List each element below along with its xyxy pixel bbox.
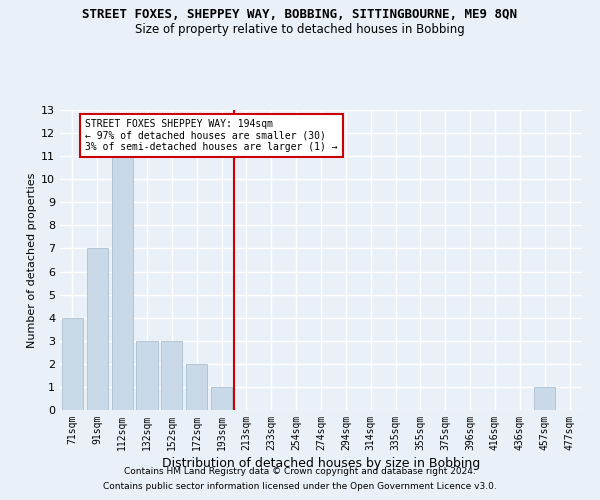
Bar — [136, 341, 158, 410]
Bar — [534, 387, 555, 410]
Y-axis label: Number of detached properties: Number of detached properties — [27, 172, 37, 348]
Bar — [211, 387, 232, 410]
Bar — [161, 341, 182, 410]
Bar — [87, 248, 108, 410]
Text: Size of property relative to detached houses in Bobbing: Size of property relative to detached ho… — [135, 22, 465, 36]
Bar — [62, 318, 83, 410]
Bar — [186, 364, 207, 410]
Text: Contains HM Land Registry data © Crown copyright and database right 2024.: Contains HM Land Registry data © Crown c… — [124, 467, 476, 476]
Text: Contains public sector information licensed under the Open Government Licence v3: Contains public sector information licen… — [103, 482, 497, 491]
X-axis label: Distribution of detached houses by size in Bobbing: Distribution of detached houses by size … — [162, 457, 480, 470]
Text: STREET FOXES, SHEPPEY WAY, BOBBING, SITTINGBOURNE, ME9 8QN: STREET FOXES, SHEPPEY WAY, BOBBING, SITT… — [83, 8, 517, 20]
Text: STREET FOXES SHEPPEY WAY: 194sqm
← 97% of detached houses are smaller (30)
3% of: STREET FOXES SHEPPEY WAY: 194sqm ← 97% o… — [85, 119, 338, 152]
Bar — [112, 156, 133, 410]
